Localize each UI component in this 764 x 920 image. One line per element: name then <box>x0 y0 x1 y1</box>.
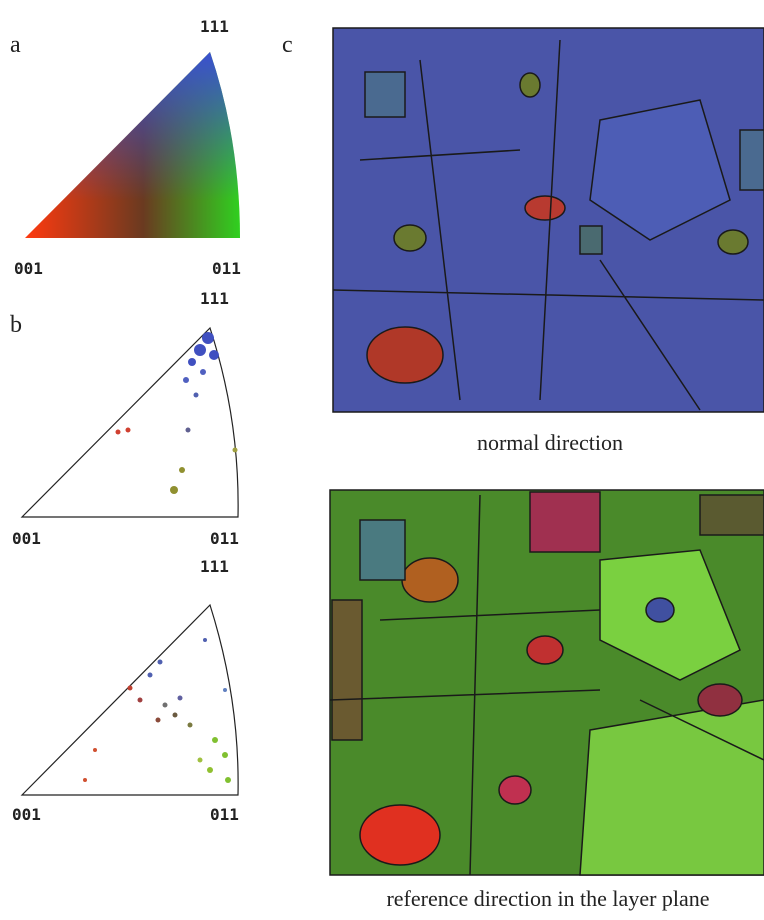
figure: a 111 001 011 b 111 001 011 111 001 011 … <box>0 0 764 920</box>
corner-label: 111 <box>200 557 229 576</box>
panel-label: b <box>10 312 22 338</box>
corner-label: 001 <box>14 259 43 278</box>
orientation-map <box>330 490 764 875</box>
pole-figure <box>22 605 238 795</box>
corner-label: 011 <box>210 529 239 548</box>
corner-label: 111 <box>200 17 229 36</box>
pole-figure <box>22 328 238 517</box>
scatter-dots <box>116 332 238 494</box>
color-key-overlay <box>25 52 240 238</box>
corner-label: 011 <box>210 805 239 824</box>
corner-label: 011 <box>212 259 241 278</box>
map-caption: normal direction <box>477 430 623 455</box>
corner-label: 001 <box>12 529 41 548</box>
panel-label: c <box>282 32 293 58</box>
corner-label: 001 <box>12 805 41 824</box>
orientation-map <box>333 28 764 412</box>
panel-label: a <box>10 32 21 58</box>
map-caption: reference direction in the layer plane <box>386 886 709 911</box>
corner-label: 111 <box>200 289 229 308</box>
